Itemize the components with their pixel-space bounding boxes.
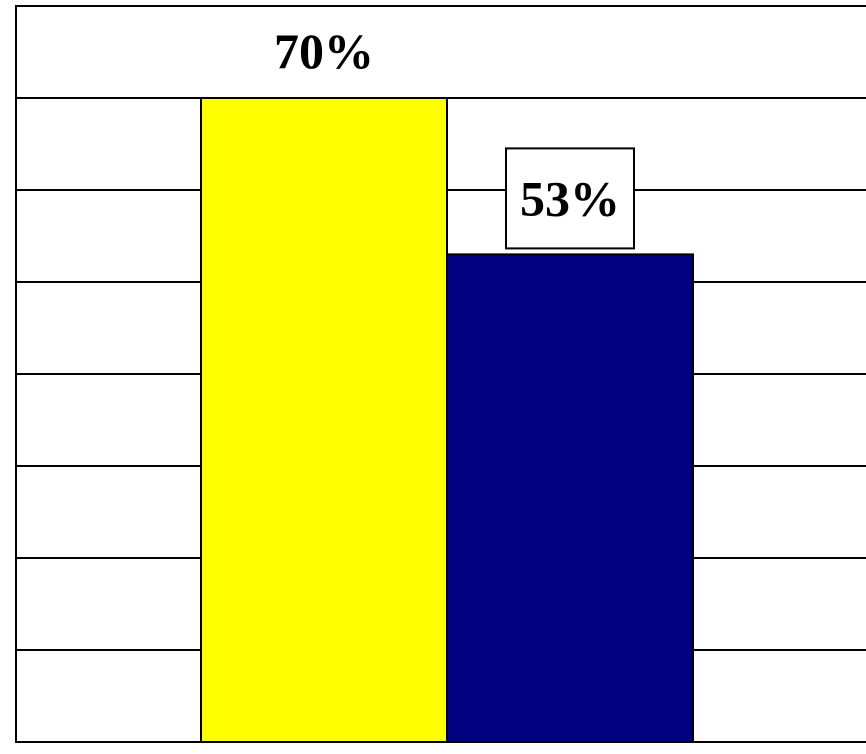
data-label-1: 70%: [274, 23, 374, 79]
bar-1: [200, 97, 448, 743]
bar-group: [200, 97, 694, 743]
bar-2: [446, 253, 694, 743]
data-labels: 70% 53%: [274, 23, 635, 250]
data-label-2: 53%: [520, 170, 620, 226]
data-label-box-2: [505, 147, 635, 250]
